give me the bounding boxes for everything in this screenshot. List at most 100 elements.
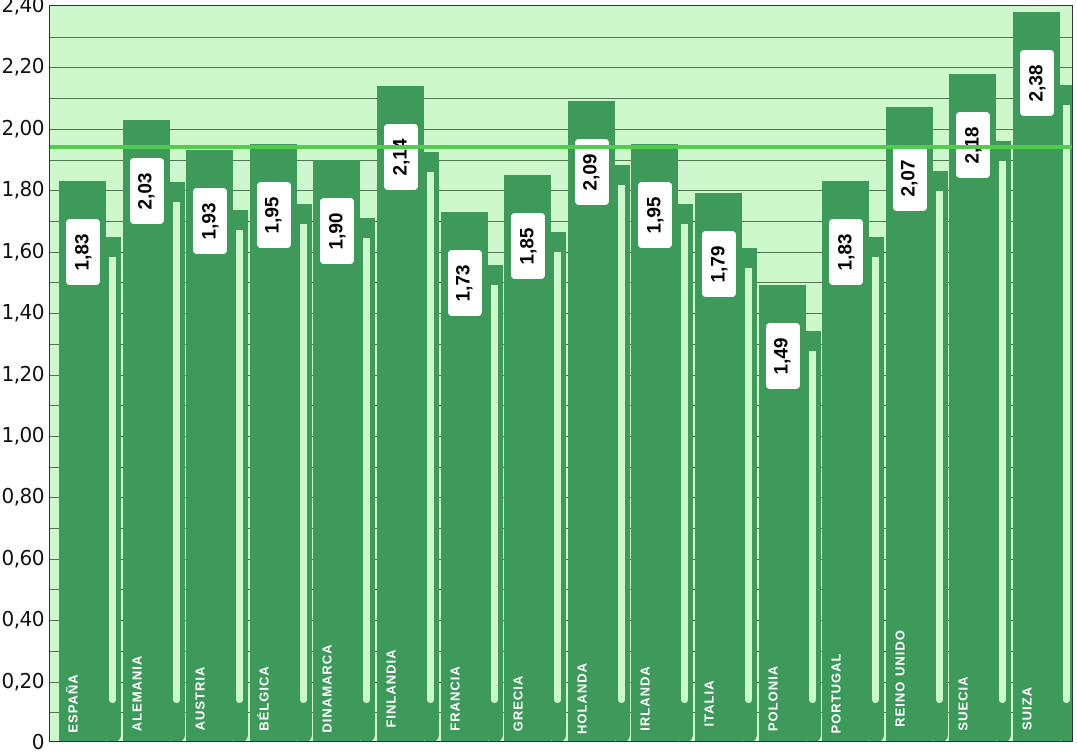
category-label: POLONIA [763, 661, 783, 735]
value-label: 1,90 [320, 197, 355, 264]
bar-decoration-gap [109, 257, 116, 703]
bar-decoration-gap [872, 257, 880, 703]
bar-decoration-gap [299, 224, 307, 703]
category-label: FRANCIA [445, 661, 465, 735]
value-label-text: 1,83 [835, 233, 857, 271]
bar-decoration-gap [427, 171, 434, 703]
value-label: 1,93 [193, 188, 228, 255]
category-label: SUIZA [1017, 681, 1037, 735]
category-label: DINAMARCA [317, 641, 337, 735]
value-label: 1,79 [702, 231, 736, 298]
y-tick-label: 0 [31, 730, 45, 754]
y-tick-label: 0,20 [1, 668, 44, 693]
bar-decoration-gap [554, 251, 562, 703]
category-label: HOLANDA [572, 661, 592, 735]
value-label-text: 2,07 [898, 159, 920, 197]
y-tick-label: 2,20 [1, 54, 44, 79]
category-label: FINLANDIA [381, 641, 401, 735]
bar-decoration-gap [1063, 105, 1070, 703]
y-tick-label: 2,00 [1, 115, 44, 140]
bar-decoration-gap [808, 351, 816, 703]
value-label-text: 1,73 [453, 264, 475, 302]
bar [377, 85, 424, 741]
bar [949, 73, 997, 741]
gridline [50, 190, 1072, 192]
value-label: 2,18 [956, 111, 991, 178]
category-label-text: SUECIA [955, 675, 971, 731]
category-label: GRECIA [508, 671, 528, 735]
category-label-text: POLONIA [765, 664, 781, 732]
y-tick-label: 0,80 [1, 484, 44, 509]
value-label: 1,85 [511, 212, 546, 279]
value-label-text: 1,90 [326, 212, 348, 250]
bar-decoration-gap [935, 190, 943, 703]
value-label-text: 1,83 [72, 233, 94, 271]
bar-decoration-gap [681, 224, 689, 703]
value-label: 1,83 [829, 219, 864, 286]
category-label-text: IRLANDA [637, 665, 653, 731]
bar-decoration-gap [617, 185, 625, 703]
category-label: REINO UNIDO [890, 621, 910, 735]
bar [885, 107, 933, 741]
value-label: 1,95 [638, 182, 673, 249]
category-label-text: ESPAÑA [65, 673, 81, 733]
y-tick-label: 1,60 [1, 238, 44, 263]
category-label-text: DINAMARCA [319, 643, 335, 733]
y-tick-label: 1,80 [1, 177, 44, 202]
category-label: BÉLGICA [254, 661, 274, 735]
category-label-text: FINLANDIA [383, 648, 399, 728]
gridline [50, 36, 1072, 38]
category-label-text: SUIZA [1019, 686, 1035, 730]
value-label: 2,38 [1020, 50, 1054, 117]
gridline [50, 98, 1072, 100]
bar-decoration-gap [236, 229, 244, 703]
reference-line [50, 145, 1072, 150]
bar [1013, 12, 1060, 741]
value-label: 2,07 [892, 145, 927, 212]
y-tick-label: 0,60 [1, 545, 44, 570]
value-label: 1,95 [256, 182, 291, 249]
value-label: 2,09 [574, 139, 609, 206]
category-label-text: ITALIA [701, 679, 717, 727]
category-label-text: REINO UNIDO [892, 629, 908, 727]
category-label: ITALIA [699, 671, 719, 735]
bar [567, 101, 615, 741]
value-label-text: 1,49 [771, 337, 793, 375]
value-label: 1,83 [66, 219, 100, 286]
bar-decoration-gap [363, 237, 371, 703]
value-label-text: 1,95 [262, 196, 284, 234]
plot-area: 1,83 ESPAÑA 2,03 ALEMANIA 1,93 AUSTRIA 1,95 BÉL… [49, 5, 1073, 742]
bar-decoration-gap [745, 268, 752, 703]
value-label-text: 2,03 [135, 172, 157, 210]
value-label-text: 1,95 [644, 196, 666, 234]
category-label: ALEMANIA [127, 651, 147, 735]
category-label: SUECIA [953, 671, 973, 735]
value-label-text: 2,14 [390, 138, 412, 176]
bar-decoration-gap [172, 201, 180, 703]
gridline [50, 128, 1072, 130]
bar-decoration-gap [999, 160, 1007, 703]
value-label: 1,49 [765, 323, 800, 390]
gridline [50, 159, 1072, 161]
category-label-text: HOLANDA [574, 662, 590, 734]
category-label-text: BÉLGICA [256, 665, 272, 731]
value-label-text: 2,38 [1026, 64, 1048, 102]
value-label-text: 1,79 [708, 245, 730, 283]
y-tick-label: 0,40 [1, 607, 44, 632]
category-label: IRLANDA [635, 661, 655, 735]
value-label: 1,73 [447, 249, 482, 316]
category-label-text: GRECIA [510, 674, 526, 732]
value-label-text: 2,09 [580, 153, 602, 191]
gridline [50, 220, 1072, 222]
y-tick-label: 1,00 [1, 422, 44, 447]
value-label-text: 1,85 [517, 227, 539, 265]
gridline [50, 67, 1072, 69]
category-label: AUSTRIA [190, 661, 210, 735]
category-label-text: PORTUGAL [828, 652, 844, 734]
value-label: 2,03 [129, 157, 164, 224]
y-tick-label: 1,40 [1, 300, 44, 325]
category-label: ESPAÑA [63, 671, 83, 735]
category-label-text: FRANCIA [447, 665, 463, 731]
bar-decoration-gap [490, 284, 498, 703]
value-label-text: 1,93 [199, 202, 221, 240]
